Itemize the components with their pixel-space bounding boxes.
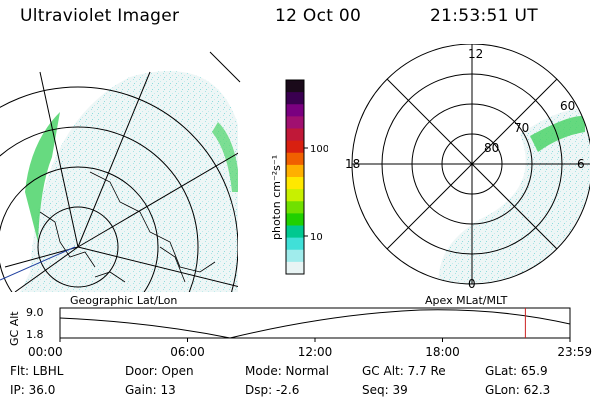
colorbar-segment bbox=[286, 104, 304, 117]
glon-value: GLon: 62.3 bbox=[485, 383, 551, 397]
colorbar-segment bbox=[286, 189, 304, 202]
altitude-timeline: 9.0 1.8 GC Alt 00:00 06:00 12:00 18:00 23:59 bbox=[8, 306, 592, 359]
colorbar-segment bbox=[286, 116, 304, 129]
mlt-label-18: 18 bbox=[345, 157, 360, 171]
auroral-arc-green bbox=[25, 112, 60, 242]
time-tick-label: 23:59 bbox=[557, 345, 592, 359]
lat-label-60: 60 bbox=[560, 99, 575, 113]
door-value: Door: Open bbox=[125, 364, 194, 378]
lat-label-80: 80 bbox=[484, 141, 499, 155]
colorbar-segment bbox=[286, 140, 304, 154]
filter-value: Flt: LBHL bbox=[10, 364, 64, 378]
colorbar-tick-10: 10 bbox=[310, 232, 323, 243]
glat-value: GLat: 65.9 bbox=[485, 364, 548, 378]
instrument-title: Ultraviolet Imager bbox=[20, 6, 180, 26]
apex-label: Apex MLat/MLT bbox=[425, 294, 508, 307]
ip-value: IP: 36.0 bbox=[10, 383, 56, 397]
mlt-label-12: 12 bbox=[468, 47, 483, 61]
colorbar-segment bbox=[286, 80, 304, 93]
time-tick-label: 00:00 bbox=[28, 345, 63, 359]
colorbar-segment bbox=[286, 92, 304, 105]
geographic-label: Geographic Lat/Lon bbox=[70, 294, 178, 307]
colorbar-tick-100: 100 bbox=[310, 144, 328, 155]
auroral-arc-green-east bbox=[212, 122, 238, 192]
gc-alt-axis-label: GC Alt bbox=[8, 311, 21, 346]
gc-alt-value: GC Alt: 7.7 Re bbox=[362, 364, 446, 378]
colorbar-segment bbox=[286, 213, 304, 226]
mlt-label-0: 0 bbox=[468, 277, 476, 291]
alt-tick-9: 9.0 bbox=[26, 306, 44, 319]
colorbar-segment bbox=[286, 249, 304, 263]
color-scale: 100 10 photon cm⁻²s⁻¹ bbox=[270, 79, 328, 275]
time-tick-label: 18:00 bbox=[425, 345, 460, 359]
auroral-oval-green bbox=[530, 115, 585, 152]
geographic-map bbox=[0, 51, 241, 292]
seq-value: Seq: 39 bbox=[362, 383, 408, 397]
colorbar-unit-label: photon cm⁻²s⁻¹ bbox=[270, 155, 283, 240]
colorbar-segment bbox=[286, 225, 304, 239]
auroral-emission-region bbox=[20, 71, 238, 292]
lat-label-70: 70 bbox=[514, 121, 529, 135]
gain-value: Gain: 13 bbox=[125, 383, 176, 397]
colorbar-segment bbox=[286, 201, 304, 214]
auroral-oval-region bbox=[438, 109, 590, 284]
magnetic-polar-plot: 12 18 6 0 60 70 80 bbox=[345, 44, 590, 291]
time-label: 21:53:51 UT bbox=[430, 6, 538, 26]
orbit-altitude-curve bbox=[59, 309, 571, 339]
dsp-value: Dsp: -2.6 bbox=[245, 383, 300, 397]
colorbar-segment bbox=[286, 237, 304, 251]
colorbar-frame bbox=[285, 79, 305, 275]
terminator-line bbox=[0, 246, 76, 281]
colorbar-segment bbox=[286, 152, 304, 166]
colorbar-segment bbox=[286, 177, 304, 190]
colorbar-segment bbox=[286, 128, 304, 142]
date-label: 12 Oct 00 bbox=[275, 6, 362, 26]
mode-value: Mode: Normal bbox=[245, 364, 329, 378]
colorbar-segment bbox=[286, 261, 304, 275]
mlt-label-6: 6 bbox=[577, 157, 585, 171]
colorbar-segment bbox=[286, 164, 304, 178]
alt-tick-1-8: 1.8 bbox=[26, 328, 44, 341]
time-tick-label: 06:00 bbox=[170, 345, 205, 359]
time-tick-label: 12:00 bbox=[298, 345, 333, 359]
